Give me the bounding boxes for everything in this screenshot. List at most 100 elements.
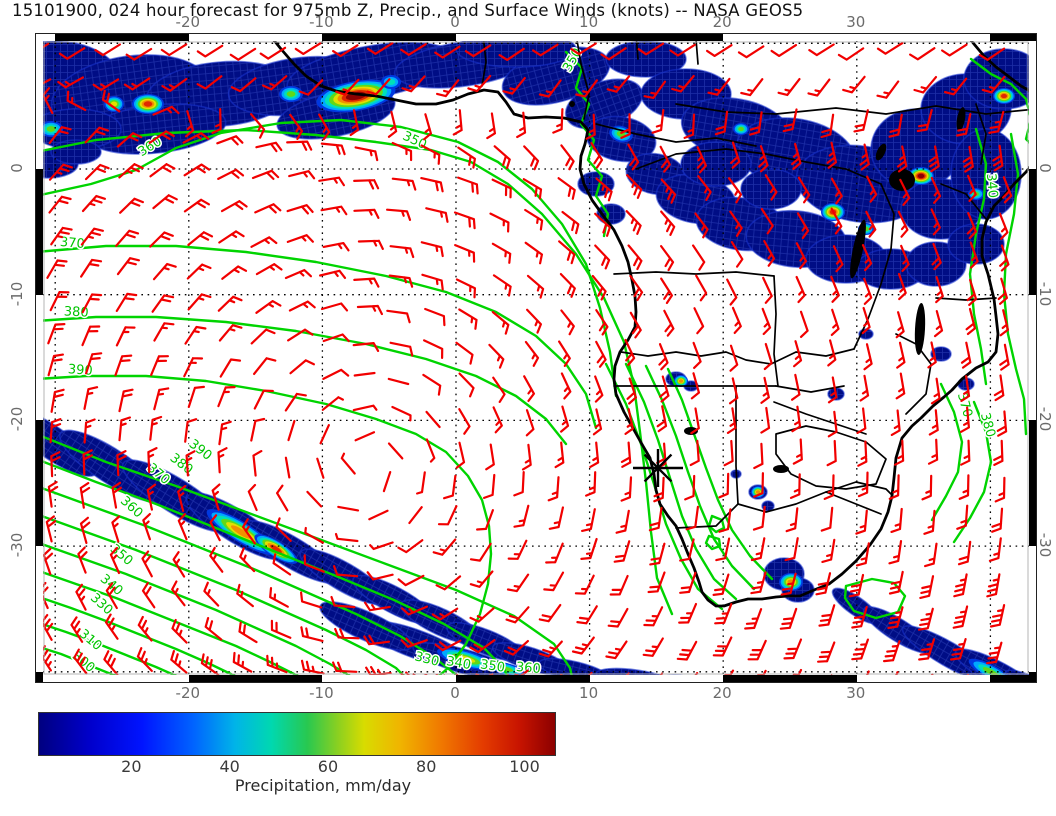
wind-barb bbox=[58, 47, 86, 60]
wind-barb bbox=[656, 405, 668, 433]
wind-barb bbox=[185, 110, 195, 138]
wind-barb bbox=[476, 509, 494, 531]
wind-barb bbox=[457, 146, 476, 169]
axis-band-segment bbox=[590, 34, 723, 41]
wind-barb bbox=[50, 451, 61, 478]
height-contour-340 bbox=[968, 127, 988, 386]
axis-band-segment bbox=[1029, 672, 1036, 682]
wind-barb bbox=[679, 571, 697, 594]
precip-area bbox=[680, 141, 752, 187]
wind-barb bbox=[935, 276, 944, 304]
wind-barb bbox=[714, 110, 729, 136]
wind-barb bbox=[48, 195, 72, 214]
y-tick-label: -20 bbox=[1036, 407, 1054, 432]
wind-barb bbox=[928, 145, 940, 173]
wind-barb bbox=[830, 308, 840, 336]
wind-barb bbox=[493, 145, 511, 170]
wind-barb bbox=[81, 325, 101, 347]
wind-barb bbox=[469, 639, 496, 654]
wind-barb bbox=[217, 386, 236, 408]
wind-barb bbox=[695, 274, 708, 302]
wind-barb bbox=[276, 484, 289, 512]
wind-barb bbox=[185, 450, 196, 477]
wind-barb bbox=[818, 604, 836, 627]
wind-barb bbox=[888, 570, 904, 595]
wind-barb bbox=[247, 483, 258, 512]
wind-barb bbox=[960, 375, 971, 402]
coastline-africa bbox=[267, 34, 1036, 608]
country-border bbox=[620, 348, 855, 365]
wind-barb bbox=[357, 239, 384, 250]
wind-barb bbox=[851, 638, 869, 661]
wind-barb bbox=[232, 651, 253, 673]
wind-barb bbox=[458, 308, 478, 330]
wind-barb bbox=[335, 78, 360, 96]
wind-barb bbox=[714, 603, 733, 625]
wind-barb bbox=[685, 505, 699, 531]
wind-barb bbox=[203, 581, 220, 607]
wind-barb bbox=[643, 606, 664, 627]
wind-barb bbox=[45, 515, 57, 543]
wind-barb bbox=[600, 47, 627, 61]
wind-barb bbox=[676, 640, 698, 661]
wind-barb bbox=[149, 231, 174, 248]
wind-barb bbox=[513, 504, 530, 528]
wind-barb bbox=[966, 278, 978, 306]
country-border bbox=[595, 123, 757, 147]
wind-barb bbox=[807, 78, 831, 97]
wind-barb bbox=[554, 441, 565, 469]
wind-barb bbox=[70, 616, 84, 643]
wind-barb bbox=[217, 295, 243, 312]
wind-barb bbox=[747, 639, 767, 661]
wind-barb bbox=[997, 277, 1008, 305]
wind-barb bbox=[469, 570, 494, 588]
wind-barb bbox=[253, 389, 274, 410]
wind-barb bbox=[382, 471, 392, 493]
wind-barb bbox=[491, 311, 510, 335]
wind-barb bbox=[141, 582, 156, 609]
lake bbox=[875, 143, 887, 161]
wind-barb bbox=[855, 509, 868, 535]
wind-barb bbox=[613, 540, 631, 563]
colorbar-tick-label: 20 bbox=[121, 757, 142, 776]
wind-barb bbox=[300, 659, 325, 675]
wind-barb bbox=[663, 309, 675, 337]
wind-barb bbox=[66, 90, 87, 112]
wind-barb bbox=[491, 242, 512, 264]
wind-barb bbox=[624, 338, 636, 366]
wind-barb bbox=[391, 141, 413, 162]
country-border bbox=[613, 271, 775, 277]
wind-barb bbox=[434, 639, 462, 652]
wind-barb bbox=[252, 450, 263, 477]
height-contour-380 bbox=[36, 315, 568, 446]
y-tick-label: 0 bbox=[8, 163, 26, 173]
contour-label: 360 bbox=[515, 660, 541, 677]
wind-barb bbox=[589, 441, 600, 468]
wind-barb bbox=[77, 546, 88, 574]
wind-barb bbox=[453, 211, 476, 230]
wind-barb bbox=[744, 608, 763, 630]
lake bbox=[956, 107, 966, 131]
wind-barb bbox=[187, 231, 214, 246]
wind-barb bbox=[799, 310, 809, 338]
wind-barb bbox=[238, 621, 258, 644]
wind-barb bbox=[859, 374, 870, 402]
wind-barb bbox=[760, 207, 774, 235]
wind-barb bbox=[284, 392, 307, 412]
wind-barbs bbox=[36, 42, 1013, 682]
wind-barb bbox=[270, 619, 292, 639]
inner-frame-line bbox=[43, 41, 1029, 675]
wind-barb bbox=[560, 405, 570, 433]
height-contour-370 bbox=[36, 244, 598, 430]
wind-barb bbox=[337, 505, 360, 512]
wind-barb bbox=[791, 142, 802, 170]
wind-barb bbox=[943, 77, 968, 96]
forecast-map-canvas: 3503603703803903903803703603503403303103… bbox=[36, 34, 1036, 682]
wind-barb bbox=[423, 339, 444, 359]
wind-barb bbox=[658, 343, 669, 371]
wind-barb bbox=[431, 607, 459, 621]
wind-barb bbox=[366, 571, 394, 581]
colorbar-tick-label: 40 bbox=[219, 757, 240, 776]
wind-barb bbox=[389, 341, 414, 357]
wind-barb bbox=[524, 340, 540, 367]
